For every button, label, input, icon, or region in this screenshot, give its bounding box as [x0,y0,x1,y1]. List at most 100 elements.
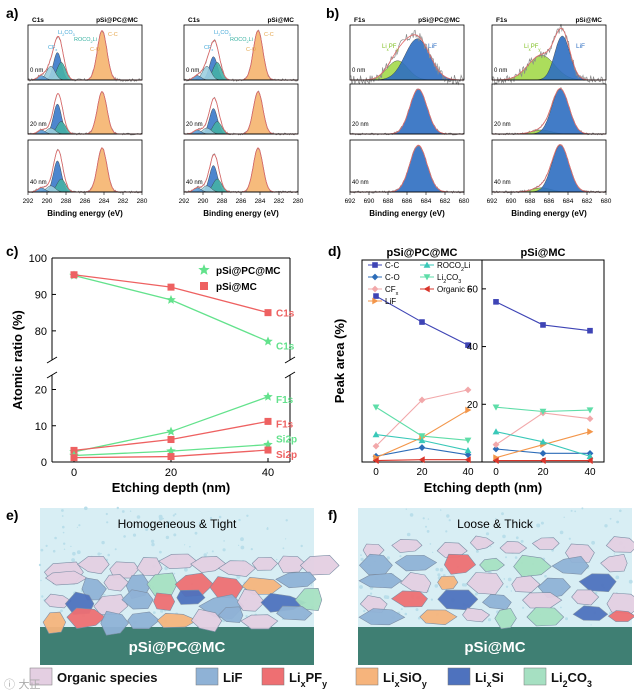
electrolyte-dot [439,568,444,572]
data-point [493,299,499,305]
substrate-layer [358,627,632,665]
legend-marker-square [200,282,208,290]
legend-label-lif: LiF [385,297,396,306]
legend-marker [372,297,379,305]
x-tick-label: 292 [179,198,190,205]
data-point [373,293,379,299]
sei-fragment [176,589,206,605]
data-point-star [263,439,273,449]
substrate-layer [40,627,314,665]
sei-fragment [153,592,176,611]
raw-curve [491,24,607,86]
spectrum-sample-label: pSi@PC@MC [96,17,138,24]
electrolyte-dot [52,549,56,553]
y-tick-label: 80 [35,326,47,338]
legend-label-lixsioy: LixSiOy [383,670,427,689]
depth-label: 40 nm [186,180,203,186]
legend-label-lixpfy: LixPFy [289,670,327,689]
axis-break-mark [46,356,58,364]
x-axis-label: Binding energy (eV) [47,209,123,218]
x-tick-label: 40 [462,467,474,478]
electrolyte-dot [446,514,450,518]
electrolyte-dot [536,523,541,528]
electrolyte-dot [507,577,512,582]
legend-marker [371,285,379,293]
data-point [418,396,426,404]
electrolyte-dot [432,551,434,554]
x-tick-label: 288 [61,198,72,205]
x-tick-label: 284 [255,198,266,205]
y-tick-label: 90 [35,289,47,301]
depth-label: 40 nm [494,180,511,186]
x-tick-label: 280 [137,198,148,205]
peak-label-li2co3: Li2CO3 [214,30,231,37]
peak-label-lixpfy: LixPFy [524,44,541,52]
electrolyte-dot [158,514,163,519]
data-point [418,456,425,464]
electrolyte-dot [609,517,612,520]
sei-fragment [127,611,160,630]
electrolyte-dot [475,549,479,553]
legend-label-roco2li: ROCO2Li [437,261,470,273]
sei-fragment [237,589,266,612]
series-label: Si2p [276,450,297,461]
data-point-star [166,426,176,436]
electrolyte-dot [404,612,408,616]
depth-label: 0 nm [494,68,507,74]
peak-label-c-o: C-O [246,47,257,53]
electrolyte-dot [165,525,169,528]
electrolyte-dot [615,575,620,580]
electrolyte-dot [106,521,109,524]
spectrum-sample-label: pSi@PC@MC [418,17,460,24]
sei-fragment [551,555,590,575]
data-point [540,322,546,328]
peak-label-li2co3: Li2CO3 [58,30,75,37]
panel-e-label: e) [6,507,18,523]
electrolyte-dot [360,557,364,562]
x-tick-label: 692 [487,198,498,205]
electrolyte-dot [474,592,478,596]
x-tick-label: 690 [364,198,375,205]
electrolyte-dot [300,544,303,548]
legend-swatch-lif [195,667,219,686]
sei-fragment [103,574,130,592]
sei-fragment [391,538,423,553]
sei-fragment [526,607,565,627]
electrolyte-dot [97,552,101,556]
electrolyte-dot [84,506,88,511]
sei-fragment [158,553,198,570]
electrolyte-dot [76,550,81,555]
electrolyte-dot [78,524,81,527]
electrolyte-dot [245,615,248,618]
sei-schematic-loose: Loose & Thick pSi@MC [358,507,634,665]
x-tick-label: 282 [274,198,285,205]
data-point-square [70,271,78,279]
data-point-square [167,436,175,444]
data-point [372,404,380,411]
electrolyte-dot [240,545,245,550]
electrolyte-dot [159,550,162,554]
data-point [586,452,594,459]
x-tick-label: 690 [506,198,517,205]
data-point [492,428,500,435]
substrate-label: pSi@MC [464,639,525,656]
legend-label: pSi@PC@MC [216,266,281,277]
electrolyte-dot [107,553,110,557]
data-point [464,451,472,459]
sei-fragment [394,555,438,572]
data-point [586,415,594,423]
electrolyte-dot [76,526,78,528]
electrolyte-dot [399,555,402,558]
data-point [539,408,547,415]
electrolyte-dot [209,516,213,520]
spectrum-element-label: F1s [496,17,508,24]
electrolyte-dot [568,537,571,540]
electrolyte-dot [570,509,573,512]
x-tick-label: 0 [493,467,499,478]
electrolyte-dot [616,520,619,524]
peak-co [184,165,298,193]
electrolyte-dot [218,523,220,525]
electrolyte-dot [174,513,177,516]
electrolyte-dot [574,510,577,513]
spectrum-frame [491,83,607,135]
